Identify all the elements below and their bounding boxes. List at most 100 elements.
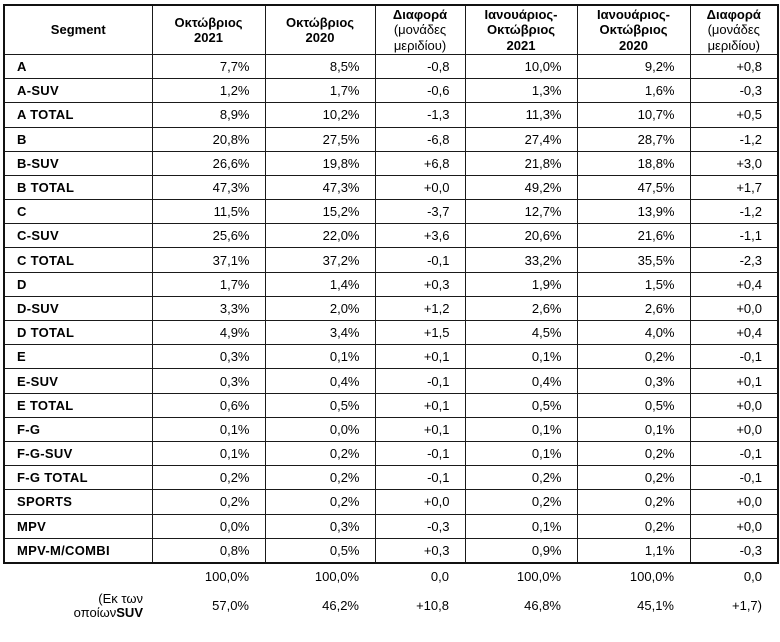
value-cell: +0,0	[689, 295, 779, 322]
value-cell: -0,8	[374, 53, 466, 80]
value-cell: 1,2%	[151, 78, 266, 104]
totals-value-cell: 100,0%	[629, 569, 674, 585]
value-cell: 0,0%	[151, 513, 266, 539]
value-cell: +0,0	[689, 416, 779, 442]
value-cell: 21,8%	[464, 150, 578, 176]
value-cell: 0,3%	[151, 344, 266, 370]
value-cell: 0,4%	[264, 368, 376, 394]
value-cell: 1,1%	[576, 537, 691, 564]
segments-table: Segment Οκτώβριος 2021 Οκτώβριος 2020 Διαφορά…	[3, 4, 779, 564]
header-line: Segment	[50, 22, 106, 38]
value-cell: 0,1%	[464, 513, 578, 539]
suv-share-value-cell: 46,8%	[524, 598, 561, 614]
value-cell: +0,1	[374, 392, 466, 418]
value-cell: 0,1%	[264, 344, 376, 370]
suv-share-value-cell: 46,2%	[322, 598, 359, 614]
value-cell: 0,5%	[464, 392, 578, 418]
totals-value-cell: 0,0	[430, 569, 449, 585]
table-row-a: A 7,7% 8,5% -0,8 10,0% 9,2% +0,8	[3, 53, 779, 80]
header-line: Διαφορά	[706, 7, 761, 22]
value-cell: 0,8%	[151, 537, 266, 564]
value-cell: 11,5%	[151, 199, 266, 225]
segment-cell: MPV	[3, 513, 153, 539]
table-row-c-suv: C-SUV 25,6% 22,0% +3,6 20,6% 21,6% -1,1	[3, 223, 779, 249]
value-cell: +3,0	[689, 150, 779, 176]
header-cell-october-2020: Οκτώβριος 2020	[264, 4, 376, 55]
segment-cell: A TOTAL	[3, 102, 153, 128]
segment-cell: E	[3, 344, 153, 370]
table-row-c-total: C TOTAL 37,1% 37,2% -0,1 33,2% 35,5% -2,3	[3, 247, 779, 273]
suv-share-value-cell: +10,8	[416, 598, 449, 614]
value-cell: 49,2%	[464, 174, 578, 201]
table-row-f-g: F-G 0,1% 0,0% +0,1 0,1% 0,1% +0,0	[3, 416, 779, 442]
header-line: Οκτώβριος	[486, 22, 556, 38]
value-cell: 0,3%	[264, 513, 376, 539]
value-cell: +0,3	[374, 537, 466, 564]
value-cell: +0,0	[689, 513, 779, 539]
suv-share-row: (Εκ των οποίωνSUV 57,0% 46,2% +10,8 46,8% 45,1…	[3, 589, 777, 623]
value-cell: 33,2%	[464, 247, 578, 273]
value-cell: 10,2%	[264, 102, 376, 128]
value-cell: 4,5%	[464, 320, 578, 346]
value-cell: 1,5%	[576, 271, 691, 297]
value-cell: 0,6%	[151, 392, 266, 418]
value-cell: 3,4%	[264, 320, 376, 346]
value-cell: 10,0%	[464, 53, 578, 80]
table-row-e: E 0,3% 0,1% +0,1 0,1% 0,2% -0,1	[3, 344, 779, 370]
segment-cell: F-G TOTAL	[3, 465, 153, 491]
header-cell-segment: Segment	[3, 4, 153, 55]
value-cell: 1,7%	[264, 78, 376, 104]
value-cell: -0,1	[374, 368, 466, 394]
value-cell: 0,2%	[576, 440, 691, 467]
table-row-d-suv: D-SUV 3,3% 2,0% +1,2 2,6% 2,6% +0,0	[3, 295, 779, 322]
value-cell: 13,9%	[576, 199, 691, 225]
segment-cell: SPORTS	[3, 489, 153, 515]
value-cell: -1,3	[374, 102, 466, 128]
value-cell: +0,1	[374, 344, 466, 370]
value-cell: 3,3%	[151, 295, 266, 322]
value-cell: 11,3%	[464, 102, 578, 128]
value-cell: -0,1	[689, 465, 779, 491]
value-cell: 0,2%	[576, 344, 691, 370]
header-cell-diff-jan-october: Διαφορά (μονάδες μεριδίου)	[689, 4, 779, 55]
value-cell: 27,4%	[464, 126, 578, 152]
value-cell: 0,1%	[464, 416, 578, 442]
segment-cell: B-SUV	[3, 150, 153, 176]
value-cell: +6,8	[374, 150, 466, 176]
segment-cell: C	[3, 199, 153, 225]
header-cell-jan-october-2020: Ιανουάριος- Οκτώβριος 2020	[576, 4, 691, 55]
segment-cell: D-SUV	[3, 295, 153, 322]
table-row-d-total: D TOTAL 4,9% 3,4% +1,5 4,5% 4,0% +0,4	[3, 320, 779, 346]
value-cell: +3,6	[374, 223, 466, 249]
header-line: Οκτώβριος	[174, 14, 243, 30]
value-cell: +0,1	[374, 416, 466, 442]
segment-cell: C TOTAL	[3, 247, 153, 273]
table-row-a-total: A TOTAL 8,9% 10,2% -1,3 11,3% 10,7% +0,5	[3, 102, 779, 128]
value-cell: 1,7%	[151, 271, 266, 297]
value-cell: -0,1	[374, 247, 466, 273]
header-line: 2021	[194, 29, 223, 45]
value-cell: 0,3%	[576, 368, 691, 394]
header-cell-jan-october-2021: Ιανουάριος- Οκτώβριος 2021	[464, 4, 578, 55]
header-line: 2021	[506, 37, 536, 53]
segment-cell: B	[3, 126, 153, 152]
value-cell: 1,6%	[576, 78, 691, 104]
value-cell: 0,0%	[264, 416, 376, 442]
suv-share-value-cell: +1,7)	[732, 598, 762, 614]
value-cell: -0,1	[374, 440, 466, 467]
segment-cell: F-G-SUV	[3, 440, 153, 467]
value-cell: 1,9%	[464, 271, 578, 297]
value-cell: 1,4%	[264, 271, 376, 297]
value-cell: 37,2%	[264, 247, 376, 273]
suv-share-label: (Εκ των οποίωνSUV	[3, 589, 151, 623]
value-cell: -0,3	[689, 78, 779, 104]
value-cell: 28,7%	[576, 126, 691, 152]
suv-share-value-cell: 45,1%	[637, 598, 674, 614]
header-line: Οκτώβριος	[599, 22, 668, 38]
segment-cell: E-SUV	[3, 368, 153, 394]
value-cell: 0,5%	[264, 392, 376, 418]
value-cell: 19,8%	[264, 150, 376, 176]
value-cell: 8,5%	[264, 53, 376, 80]
value-cell: 21,6%	[576, 223, 691, 249]
table-header-row: Segment Οκτώβριος 2021 Οκτώβριος 2020 Διαφορά…	[3, 4, 779, 55]
